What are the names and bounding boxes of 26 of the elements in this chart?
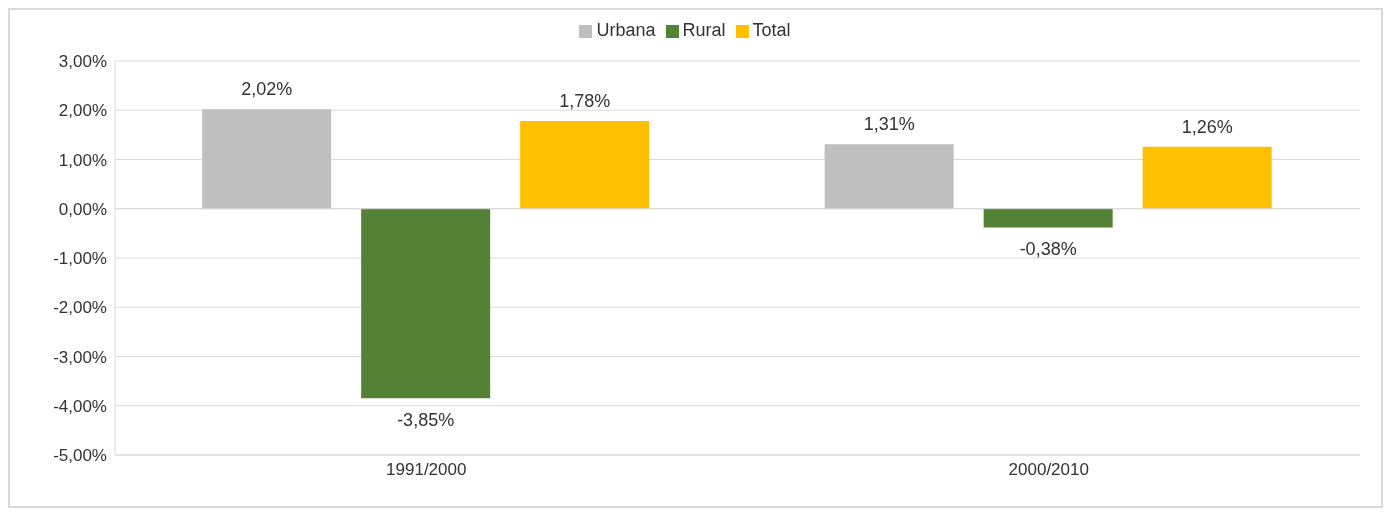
y-tick-label: -3,00%: [53, 347, 107, 367]
bar: [1142, 146, 1272, 209]
legend-label: Rural: [682, 20, 726, 40]
data-label: 1,26%: [1181, 116, 1233, 137]
bar: [824, 144, 954, 209]
bar: [983, 208, 1113, 228]
bar: [202, 109, 332, 209]
y-tick-label: -4,00%: [53, 396, 107, 416]
y-tick-label: 0,00%: [58, 199, 107, 219]
data-label: -0,38%: [1019, 239, 1077, 260]
legend-label: Urbana: [596, 20, 656, 40]
y-tick-label: -5,00%: [53, 446, 107, 466]
data-label: -3,85%: [397, 410, 455, 431]
y-tick-label: -1,00%: [53, 249, 107, 269]
bar: [520, 121, 650, 209]
y-tick-label: -2,00%: [53, 298, 107, 318]
x-tick-label: 1991/2000: [386, 460, 467, 480]
y-tick-label: 3,00%: [58, 52, 107, 72]
bar: [361, 208, 491, 399]
data-label: 1,78%: [559, 91, 611, 112]
y-tick-label: 2,00%: [58, 101, 107, 121]
data-label: 2,02%: [241, 79, 293, 100]
y-tick-label: 1,00%: [58, 150, 107, 170]
legend-label: Total: [752, 20, 791, 40]
data-label: 1,31%: [863, 114, 915, 135]
x-tick-label: 2000/2010: [1008, 460, 1089, 480]
